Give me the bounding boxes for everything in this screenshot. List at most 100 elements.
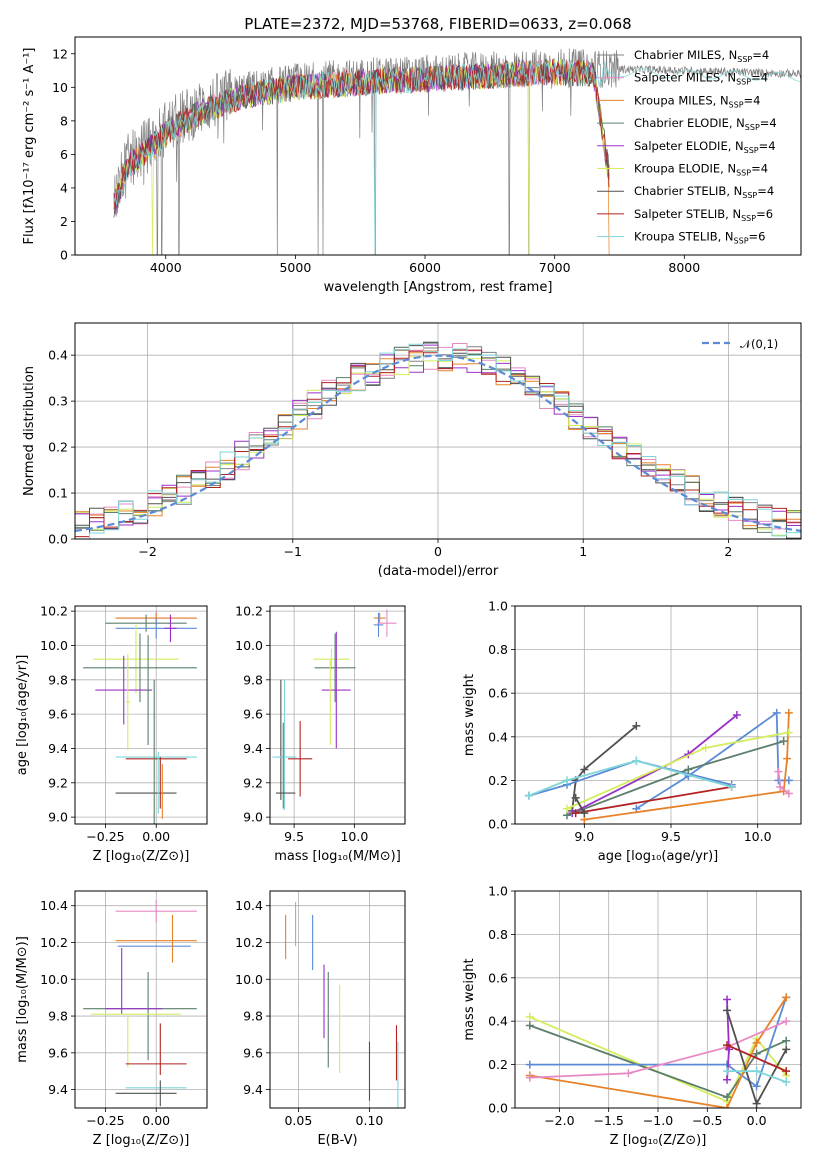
- data-point: [93, 624, 179, 694]
- y-tick-label: 10.2: [235, 604, 263, 619]
- y-axis-label: mass weight: [462, 674, 477, 756]
- y-tick-label: 12: [52, 46, 68, 61]
- data-point: [83, 633, 197, 703]
- y-tick-label: 9.6: [243, 707, 263, 722]
- y-tick-label: 9.6: [48, 1045, 68, 1060]
- legend-label-main: Chabrier STELIB, N: [634, 184, 742, 198]
- weight-marker: [782, 1067, 791, 1076]
- weight-marker: [776, 782, 785, 791]
- axes: −0.25 0.00 9.4 9.6 9.8 10.0 10.2 10.4 Z [log₁₀(Z…: [15, 898, 189, 1148]
- data-point: [146, 635, 151, 746]
- y-tick-label: 0.2: [48, 440, 68, 455]
- y-tick-label: 9.6: [243, 1045, 263, 1060]
- weight-marker: [752, 1099, 761, 1108]
- legend-label-value: =4: [752, 48, 769, 62]
- legend-label-main: Kroupa MILES, N: [634, 93, 729, 107]
- legend-label-value: =4: [751, 162, 768, 176]
- x-tick-label: 4000: [150, 260, 182, 275]
- legend-label-main: Chabrier ELODIE, N: [634, 116, 745, 130]
- weight-marker: [782, 1017, 791, 1026]
- weight-marker: [571, 793, 580, 802]
- y-tick-label: 0.2: [488, 1057, 508, 1072]
- weight-marker: [784, 789, 793, 798]
- normal-reference-curve: [75, 354, 801, 532]
- weight-marker: [784, 708, 793, 717]
- x-tick-label: 1: [579, 544, 587, 559]
- x-tick-label: 6000: [409, 260, 441, 275]
- weight-marker: [723, 1041, 732, 1050]
- x-tick-label: −2: [138, 544, 156, 559]
- legend-label-sub: SSP: [734, 237, 749, 246]
- weight-marker: [723, 1104, 732, 1108]
- y-tick-label: 0.3: [48, 394, 68, 409]
- weight-series-9: [528, 759, 732, 797]
- legend-label-sub: SSP: [742, 191, 757, 200]
- weight-series-4: [529, 1020, 787, 1079]
- model-spectrum-5: [113, 58, 610, 255]
- axes: −2.0 −1.5 −1.0 −0.5 0.0 0.0 0.2 0.4 0.6 0.8 1.0 Z […: [462, 884, 767, 1149]
- legend-label-sub: SSP: [737, 55, 752, 64]
- weight-marker: [525, 1012, 534, 1021]
- y-tick-label: 9.6: [48, 707, 68, 722]
- model-spectrum-8: [113, 60, 801, 255]
- x-axis-label: E(B-V): [317, 1133, 357, 1148]
- data-point: [373, 612, 384, 637]
- weight-marker: [782, 1077, 791, 1086]
- y-tick-label: 1.0: [488, 599, 508, 614]
- weight-marker: [727, 782, 736, 791]
- mass-vs-ebv-panel: 0.05 0.10 9.4 9.6 9.8 10.0 10.2 10.4 E(B-V): [235, 890, 406, 1148]
- y-tick-label: 10: [52, 80, 68, 95]
- x-axis-label: Z [log₁₀(Z/Z⊙)]: [610, 1133, 707, 1148]
- y-tick-label: 9.0: [48, 810, 68, 825]
- weight-series-2: [528, 759, 732, 797]
- data-point: [313, 648, 350, 670]
- axes-frame: [74, 36, 802, 256]
- mass-vs-metallicity-panel: −0.25 0.00 9.4 9.6 9.8 10.0 10.2 10.4 Z [log₁₀(Z…: [15, 890, 208, 1148]
- y-tick-label: 10.2: [40, 935, 68, 950]
- y-tick-label: 0.6: [488, 970, 508, 985]
- legend-label-value: =4: [760, 116, 777, 130]
- y-tick-label: 0.4: [488, 1014, 508, 1029]
- y-axis-label: mass [log₁₀(M/M⊙)]: [15, 936, 30, 1063]
- weight-series-3: [529, 996, 787, 1108]
- spectrum-panel: 4000 5000 6000 7000 8000 0 2 4 6 8 10 12 PLATE=2372,…: [22, 15, 802, 295]
- y-tick-label: 9.0: [243, 810, 263, 825]
- weight-series-8: [726, 1044, 787, 1072]
- legend: 𝒩(0,1): [702, 337, 778, 351]
- weight-marker: [632, 721, 641, 730]
- y-tick-label: 9.2: [243, 775, 263, 790]
- y-tick-label: 10.4: [40, 898, 68, 913]
- x-tick-label: 0.10: [356, 1113, 384, 1128]
- x-tick-label: −1.0: [643, 1113, 673, 1128]
- legend-label-main: Kroupa ELODIE, N: [634, 162, 736, 176]
- x-axis-label: (data-model)/error: [378, 564, 499, 579]
- data-point: [164, 614, 177, 643]
- y-tick-label: 10.2: [235, 935, 263, 950]
- weight-series-10: [574, 797, 586, 814]
- y-tick-label: 10.0: [235, 638, 263, 653]
- axes: 9.5 10.0 9.0 9.2 9.4 9.6 9.8 10.0 10.2 mass [log₁…: [235, 604, 401, 864]
- legend-label-main: Kroupa STELIB, N: [634, 230, 734, 244]
- y-tick-label: 4: [60, 180, 68, 195]
- weight-marker: [723, 1006, 732, 1015]
- legend-label-main: Salpeter STELIB, N: [634, 207, 741, 221]
- x-tick-label: −2.0: [544, 1113, 574, 1128]
- plot-area: [75, 891, 207, 1108]
- weight-marker: [784, 776, 793, 785]
- plot-area: [270, 606, 405, 824]
- weight-marker: [571, 809, 580, 818]
- legend-label-main: Salpeter MILES, N: [634, 71, 736, 85]
- weight-series-4: [584, 712, 790, 821]
- data-point: [105, 614, 187, 632]
- y-tick-label: 9.2: [48, 775, 68, 790]
- age-vs-metallicity-panel: −0.25 0.00 9.0 9.2 9.4 9.6 9.8 10.0 10.2 Z [log₁₀…: [15, 604, 208, 864]
- weight-marker: [525, 1021, 534, 1030]
- x-tick-label: −0.25: [86, 829, 124, 844]
- x-tick-label: 9.0: [574, 829, 594, 844]
- y-tick-label: 10.4: [235, 898, 263, 913]
- data-point: [377, 609, 397, 637]
- axes-frame: [74, 322, 802, 540]
- legend-label-value: =4: [759, 139, 776, 153]
- legend-label-value: =6: [749, 230, 766, 244]
